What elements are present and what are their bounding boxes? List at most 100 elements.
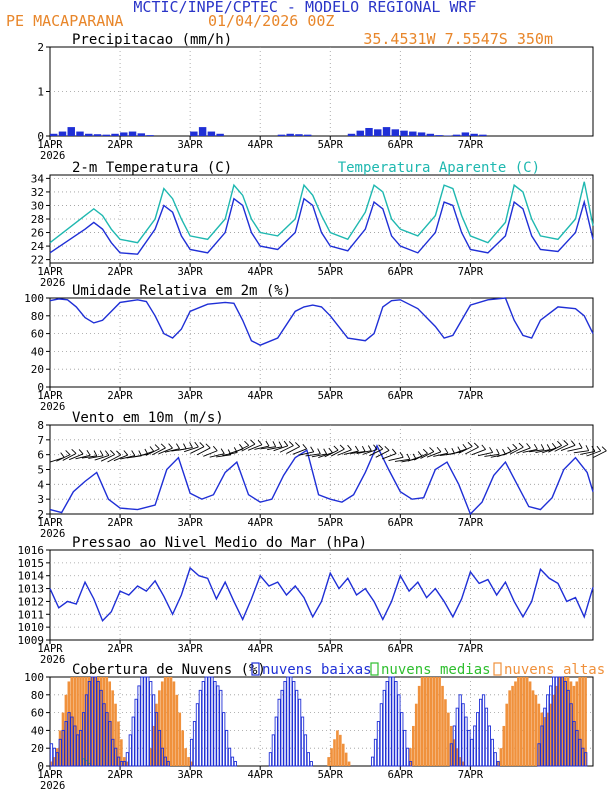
wind-barb-flag: [417, 451, 423, 457]
wind-barb: [394, 453, 411, 462]
wind-barb: [458, 441, 473, 454]
cloud-bar-baixas: [406, 747, 410, 767]
cloud-bar-altas: [552, 694, 555, 766]
wind-barb-flag: [601, 446, 607, 452]
panel-title-right: Temperatura Aparente (C): [338, 160, 540, 176]
y-tick-label: 0: [37, 760, 44, 773]
cloud-bar-baixas: [157, 729, 162, 767]
cloud-bar-baixas: [496, 761, 500, 767]
panel-wind: 2 3 45 6 7 8 1APR 2APR 3APR 4APR 5APR 6APR 7APR 2026 V…: [37, 410, 607, 540]
cloud-bar-baixas: [560, 676, 564, 767]
precip-bar: [76, 131, 84, 136]
wind-barb-flag: [361, 445, 366, 452]
wind-barb-staff: [299, 451, 314, 456]
cloud-bar-baixas: [111, 738, 115, 767]
precip-bar: [356, 130, 364, 136]
x-tick-label: 3APR: [177, 139, 203, 151]
cloud-bar-altas: [560, 677, 564, 766]
cloud-bar-altas: [111, 690, 114, 766]
cloud-bar-baixas: [470, 738, 474, 767]
cloud-bar-baixas: [549, 685, 553, 767]
x-tick-label: 3APR: [177, 643, 203, 655]
y-tick-label: 20: [31, 363, 44, 376]
wind-barb-flag: [591, 445, 596, 452]
x-tick-label: 6APR: [388, 390, 414, 402]
cloud-bar-baixas: [551, 676, 556, 767]
wind-barb-staff: [273, 445, 288, 452]
cloud-bar-altas: [149, 748, 152, 766]
cloud-bar-altas: [444, 699, 447, 766]
panel-rh: 0 20 40 60 80 100 1APR 2APR 3APR 4APR 5APR 6APR 7APR…: [24, 283, 594, 413]
wind-barb-flag: [212, 445, 218, 452]
wind-barb: [516, 443, 531, 454]
wind-barb: [203, 445, 218, 457]
wind-barb: [81, 450, 98, 459]
series-line-mslp: [49, 566, 594, 622]
wind-barb-flag: [333, 445, 339, 451]
wind-barb: [509, 442, 524, 455]
precip-bar: [102, 134, 110, 136]
cloud-bar-baixas: [146, 676, 150, 767]
precip-bar: [207, 131, 216, 136]
cloud-bar-baixas: [467, 729, 471, 767]
cloud-bar-baixas: [116, 756, 121, 767]
y-tick-label: 6: [37, 449, 44, 462]
cloud-bar-baixas: [271, 734, 275, 767]
wind-barb-flag: [288, 441, 294, 446]
wind-barb: [107, 450, 122, 463]
x-tick-label: 7APR: [458, 517, 484, 529]
cloud-bar-altas: [347, 761, 351, 766]
wind-barb-flag: [563, 440, 569, 445]
x-tick-label: 5APR: [318, 769, 344, 781]
cloud-bar-altas: [76, 677, 79, 766]
wind-barb: [592, 446, 607, 459]
y-tick-label: 3: [37, 493, 44, 506]
wind-barb-flag: [302, 443, 308, 450]
cloud-bar-baixas: [198, 689, 202, 767]
cloud-bar-baixas: [543, 707, 547, 767]
cloud-bar-altas: [108, 681, 112, 766]
cloud-bar-altas: [511, 685, 514, 766]
x-tick-label: 6APR: [388, 517, 414, 529]
cloud-bar-altas: [120, 739, 123, 766]
x-year-label: 2026: [40, 654, 65, 666]
cloud-bar-altas: [517, 677, 520, 766]
cloud-bar-baixas: [114, 747, 118, 767]
wind-barb: [413, 448, 428, 461]
wind-barb: [292, 443, 308, 455]
x-tick-label: 5APR: [318, 266, 344, 278]
wind-barb: [120, 450, 136, 460]
cloud-bar-altas: [414, 703, 418, 766]
wind-barb-flag: [244, 440, 250, 446]
x-tick-label: 1APR: [37, 769, 63, 781]
cloud-bar-baixas: [93, 676, 97, 767]
wind-barb-staff: [503, 447, 518, 456]
wind-barb: [350, 445, 366, 455]
cloud-bar-baixas: [67, 712, 71, 767]
cloud-bar-baixas: [216, 685, 220, 767]
wind-barb: [362, 444, 378, 455]
wind-barb-staff: [100, 454, 115, 462]
cloud-bar-baixas: [64, 721, 68, 767]
cloud-bar-altas: [531, 690, 535, 766]
x-tick-label: 6APR: [388, 266, 414, 278]
cloud-bar-altas: [435, 677, 438, 766]
wind-barb-flag: [473, 442, 479, 448]
cloud-bar-baixas: [309, 761, 313, 767]
cloud-bar-baixas: [160, 747, 165, 767]
wind-barb-staff: [343, 450, 359, 455]
legend-swatch: [493, 662, 502, 676]
wind-barb-staff: [235, 445, 249, 453]
wind-barb-staff: [279, 445, 294, 453]
cloud-bar-altas: [90, 677, 94, 766]
panel-title: Vento em 10m (m/s): [72, 410, 224, 426]
cloud-bar-baixas: [569, 703, 573, 767]
cloud-bar-altas: [572, 685, 576, 766]
wind-barb-flag: [265, 440, 270, 447]
plot-frame: [49, 297, 594, 388]
wind-barb: [522, 443, 538, 453]
cloud-bar-altas: [563, 677, 567, 766]
wind-barb-staff: [394, 458, 410, 462]
